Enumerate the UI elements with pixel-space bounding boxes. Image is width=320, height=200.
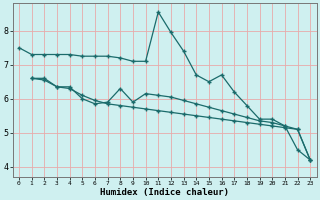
X-axis label: Humidex (Indice chaleur): Humidex (Indice chaleur) — [100, 188, 229, 197]
